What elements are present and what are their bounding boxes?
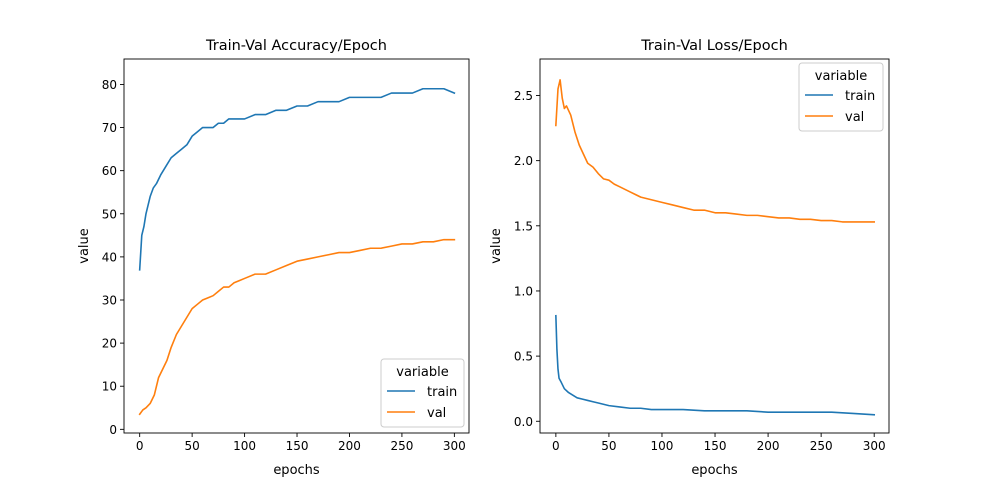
accuracy-x-tick-label: 250	[390, 439, 413, 453]
loss-axes-frame	[539, 58, 890, 434]
accuracy-y-tick-label: 20	[102, 337, 117, 351]
loss-y-tick-label: 1.5	[514, 219, 533, 233]
loss-x-tick-label: 0	[552, 439, 560, 453]
accuracy-axes-frame	[123, 58, 470, 434]
accuracy-series-val-line	[138, 238, 456, 416]
accuracy-plot-layer	[138, 87, 456, 416]
loss-plot-layer	[555, 79, 876, 416]
accuracy-x-tick-label: 0	[136, 439, 144, 453]
loss-legend-box	[798, 62, 884, 132]
accuracy-legend-train-label: train	[427, 385, 457, 400]
loss-legend-title: variable	[815, 69, 867, 84]
loss-y-tick-label: 2.5	[514, 89, 533, 103]
loss-chart-title: Train-Val Loss/Epoch	[640, 38, 788, 54]
accuracy-chart: Train-Val Accuracy/Epoch 0 50 100 150 200 250…	[77, 38, 470, 478]
loss-y-axis-label: value	[489, 228, 504, 264]
accuracy-y-tick-label: 30	[102, 293, 117, 307]
accuracy-legend: variable train val	[380, 358, 465, 428]
loss-x-tick-label: 250	[810, 439, 833, 453]
accuracy-x-tick-label: 50	[184, 439, 199, 453]
loss-series-train-line	[555, 314, 876, 416]
loss-x-tick-label: 100	[651, 439, 674, 453]
accuracy-legend-title: variable	[396, 365, 448, 380]
loss-x-tick-label: 300	[863, 439, 886, 453]
accuracy-y-tick-label: 80	[102, 78, 117, 92]
loss-series-val-line	[555, 79, 875, 223]
loss-tick-layer: 0 50 100 150 200 250 300 0.0 0.5 1.0 1.5 2.0 2.5	[514, 89, 886, 453]
loss-x-tick-label: 200	[757, 439, 780, 453]
accuracy-legend-val-label: val	[427, 406, 446, 421]
loss-legend-train-label: train	[845, 89, 875, 104]
loss-chart: Train-Val Loss/Epoch 0 50 100 150 200 250 3000…	[489, 38, 890, 478]
accuracy-y-axis-label: value	[77, 228, 92, 264]
loss-y-tick-label: 0.5	[514, 350, 533, 364]
accuracy-x-tick-label: 100	[233, 439, 256, 453]
loss-legend-val-label: val	[845, 110, 864, 125]
accuracy-x-axis-label: epochs	[273, 463, 320, 478]
accuracy-y-tick-label: 60	[102, 164, 117, 178]
accuracy-y-tick-label: 50	[102, 207, 117, 221]
loss-x-axis-label: epochs	[691, 463, 738, 478]
accuracy-legend-box	[380, 358, 465, 428]
accuracy-chart-title: Train-Val Accuracy/Epoch	[205, 38, 387, 54]
loss-x-tick-label: 150	[704, 439, 727, 453]
accuracy-x-tick-label: 150	[286, 439, 309, 453]
accuracy-y-tick-label: 40	[102, 250, 117, 264]
loss-x-tick-label: 50	[601, 439, 616, 453]
accuracy-x-tick-label: 200	[338, 439, 361, 453]
loss-y-tick-label: 1.0	[514, 284, 533, 298]
loss-legend: variable train val	[798, 62, 884, 132]
accuracy-y-tick-label: 0	[109, 423, 117, 437]
accuracy-tick-layer: 0 50 100 150 200 250 300 0 10 20 30 40 50 60 70 80	[102, 78, 466, 453]
accuracy-x-tick-label: 300	[443, 439, 466, 453]
loss-y-tick-label: 0.0	[514, 415, 533, 429]
accuracy-series-train-line	[138, 87, 456, 271]
loss-y-tick-label: 2.0	[514, 154, 533, 168]
accuracy-y-tick-label: 10	[102, 380, 117, 394]
accuracy-y-tick-label: 70	[102, 121, 117, 135]
